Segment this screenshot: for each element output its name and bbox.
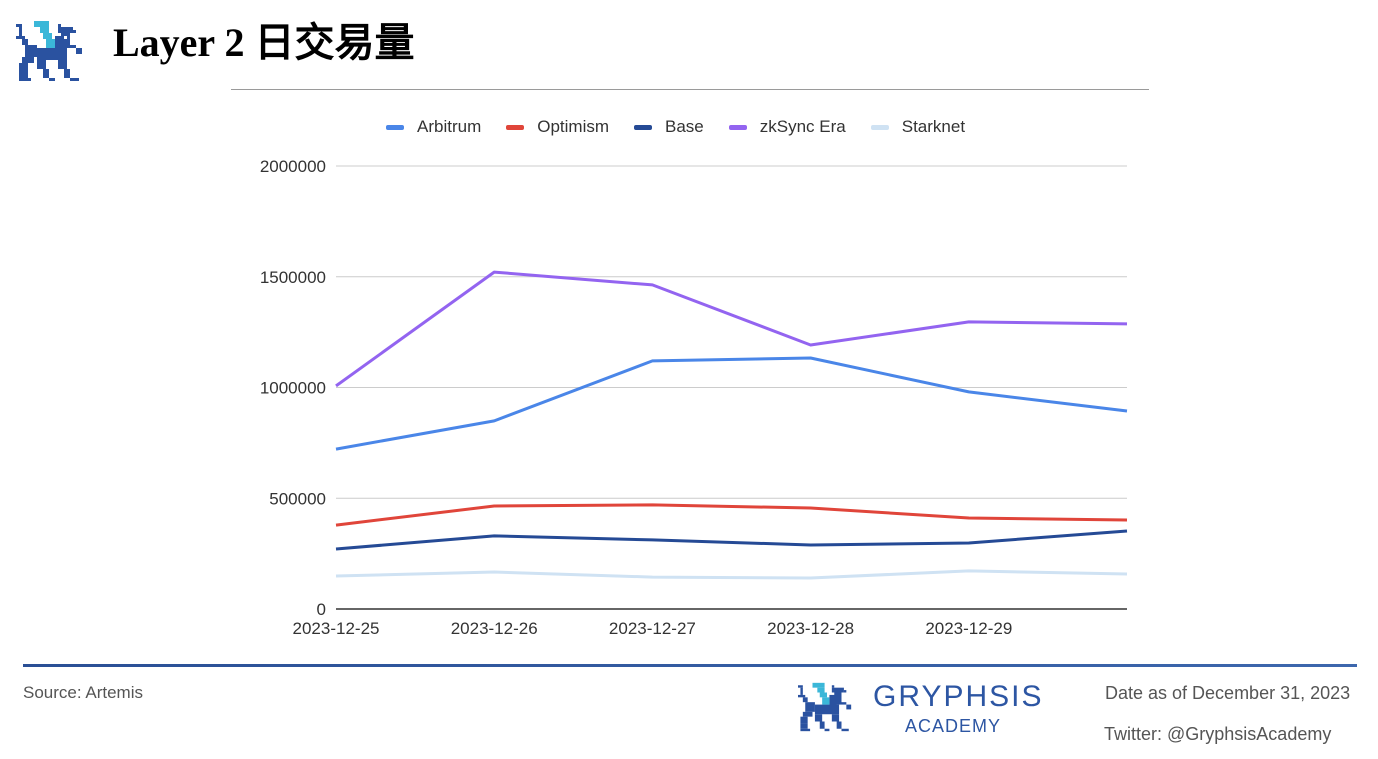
brand-subtitle: ACADEMY	[905, 716, 1002, 736]
legend-label: Arbitrum	[417, 117, 482, 136]
chart-series-lines	[335, 270, 1128, 580]
x-tick-label: 2023-12-29	[925, 619, 1012, 638]
series-line-arbitrum[interactable]	[335, 356, 1128, 451]
legend-item-arbitrum[interactable]: Arbitrum	[386, 117, 481, 137]
y-tick-label: 1500000	[260, 268, 326, 287]
legend-swatch-icon	[386, 124, 404, 130]
legend-label: Optimism	[537, 117, 610, 136]
y-tick-label: 500000	[269, 489, 326, 508]
legend-swatch-icon	[634, 124, 653, 130]
chart-gridlines	[336, 165, 1127, 610]
date-note: Date as of December 31, 2023	[1105, 683, 1351, 703]
legend-item-base[interactable]: Base	[634, 117, 704, 137]
y-tick-label: 2000000	[260, 157, 326, 176]
legend-label: Base	[665, 117, 704, 136]
brand-logo: GRYPHSIS ACADEMY	[798, 680, 1048, 740]
footer-divider	[23, 664, 1357, 667]
x-tick-label: 2023-12-25	[293, 619, 380, 638]
series-line-optimism[interactable]	[335, 503, 1128, 527]
brand-name: GRYPHSIS	[873, 680, 1044, 713]
y-tick-label: 0	[317, 600, 326, 619]
y-tick-label: 1000000	[260, 379, 326, 398]
legend-item-starknet[interactable]: Starknet	[870, 117, 966, 137]
twitter-handle: Twitter: @GryphsisAcademy	[1104, 724, 1332, 744]
legend-swatch-icon	[728, 124, 747, 130]
gryphon-logo-icon	[798, 682, 852, 732]
series-line-zksync-era[interactable]	[335, 270, 1128, 388]
series-line-starknet[interactable]	[335, 569, 1128, 580]
y-axis-ticks: 0 500000 1000000 1500000 2000000	[260, 157, 326, 619]
source-note: Source: Artemis	[23, 683, 143, 702]
x-tick-label: 2023-12-26	[451, 619, 538, 638]
series-line-base[interactable]	[335, 529, 1128, 551]
x-tick-label: 2023-12-27	[609, 619, 696, 638]
legend-swatch-icon	[506, 124, 525, 130]
legend-label: Starknet	[901, 117, 966, 136]
legend-item-optimism[interactable]: Optimism	[506, 117, 609, 137]
legend-item-zksync-era[interactable]: zkSync Era	[728, 117, 846, 137]
x-tick-label: 2023-12-28	[767, 619, 854, 638]
gryphon-logo-icon	[16, 21, 82, 81]
page-title: Layer 2 日交易量	[113, 20, 415, 65]
chart-legend: Arbitrum Optimism Base zkSync Era Starkn…	[386, 117, 990, 137]
legend-label: zkSync Era	[759, 117, 846, 136]
legend-swatch-icon	[870, 124, 889, 130]
title-divider	[231, 89, 1149, 90]
x-axis-ticks: 2023-12-25 2023-12-26 2023-12-27 2023-12-28…	[293, 619, 1013, 638]
